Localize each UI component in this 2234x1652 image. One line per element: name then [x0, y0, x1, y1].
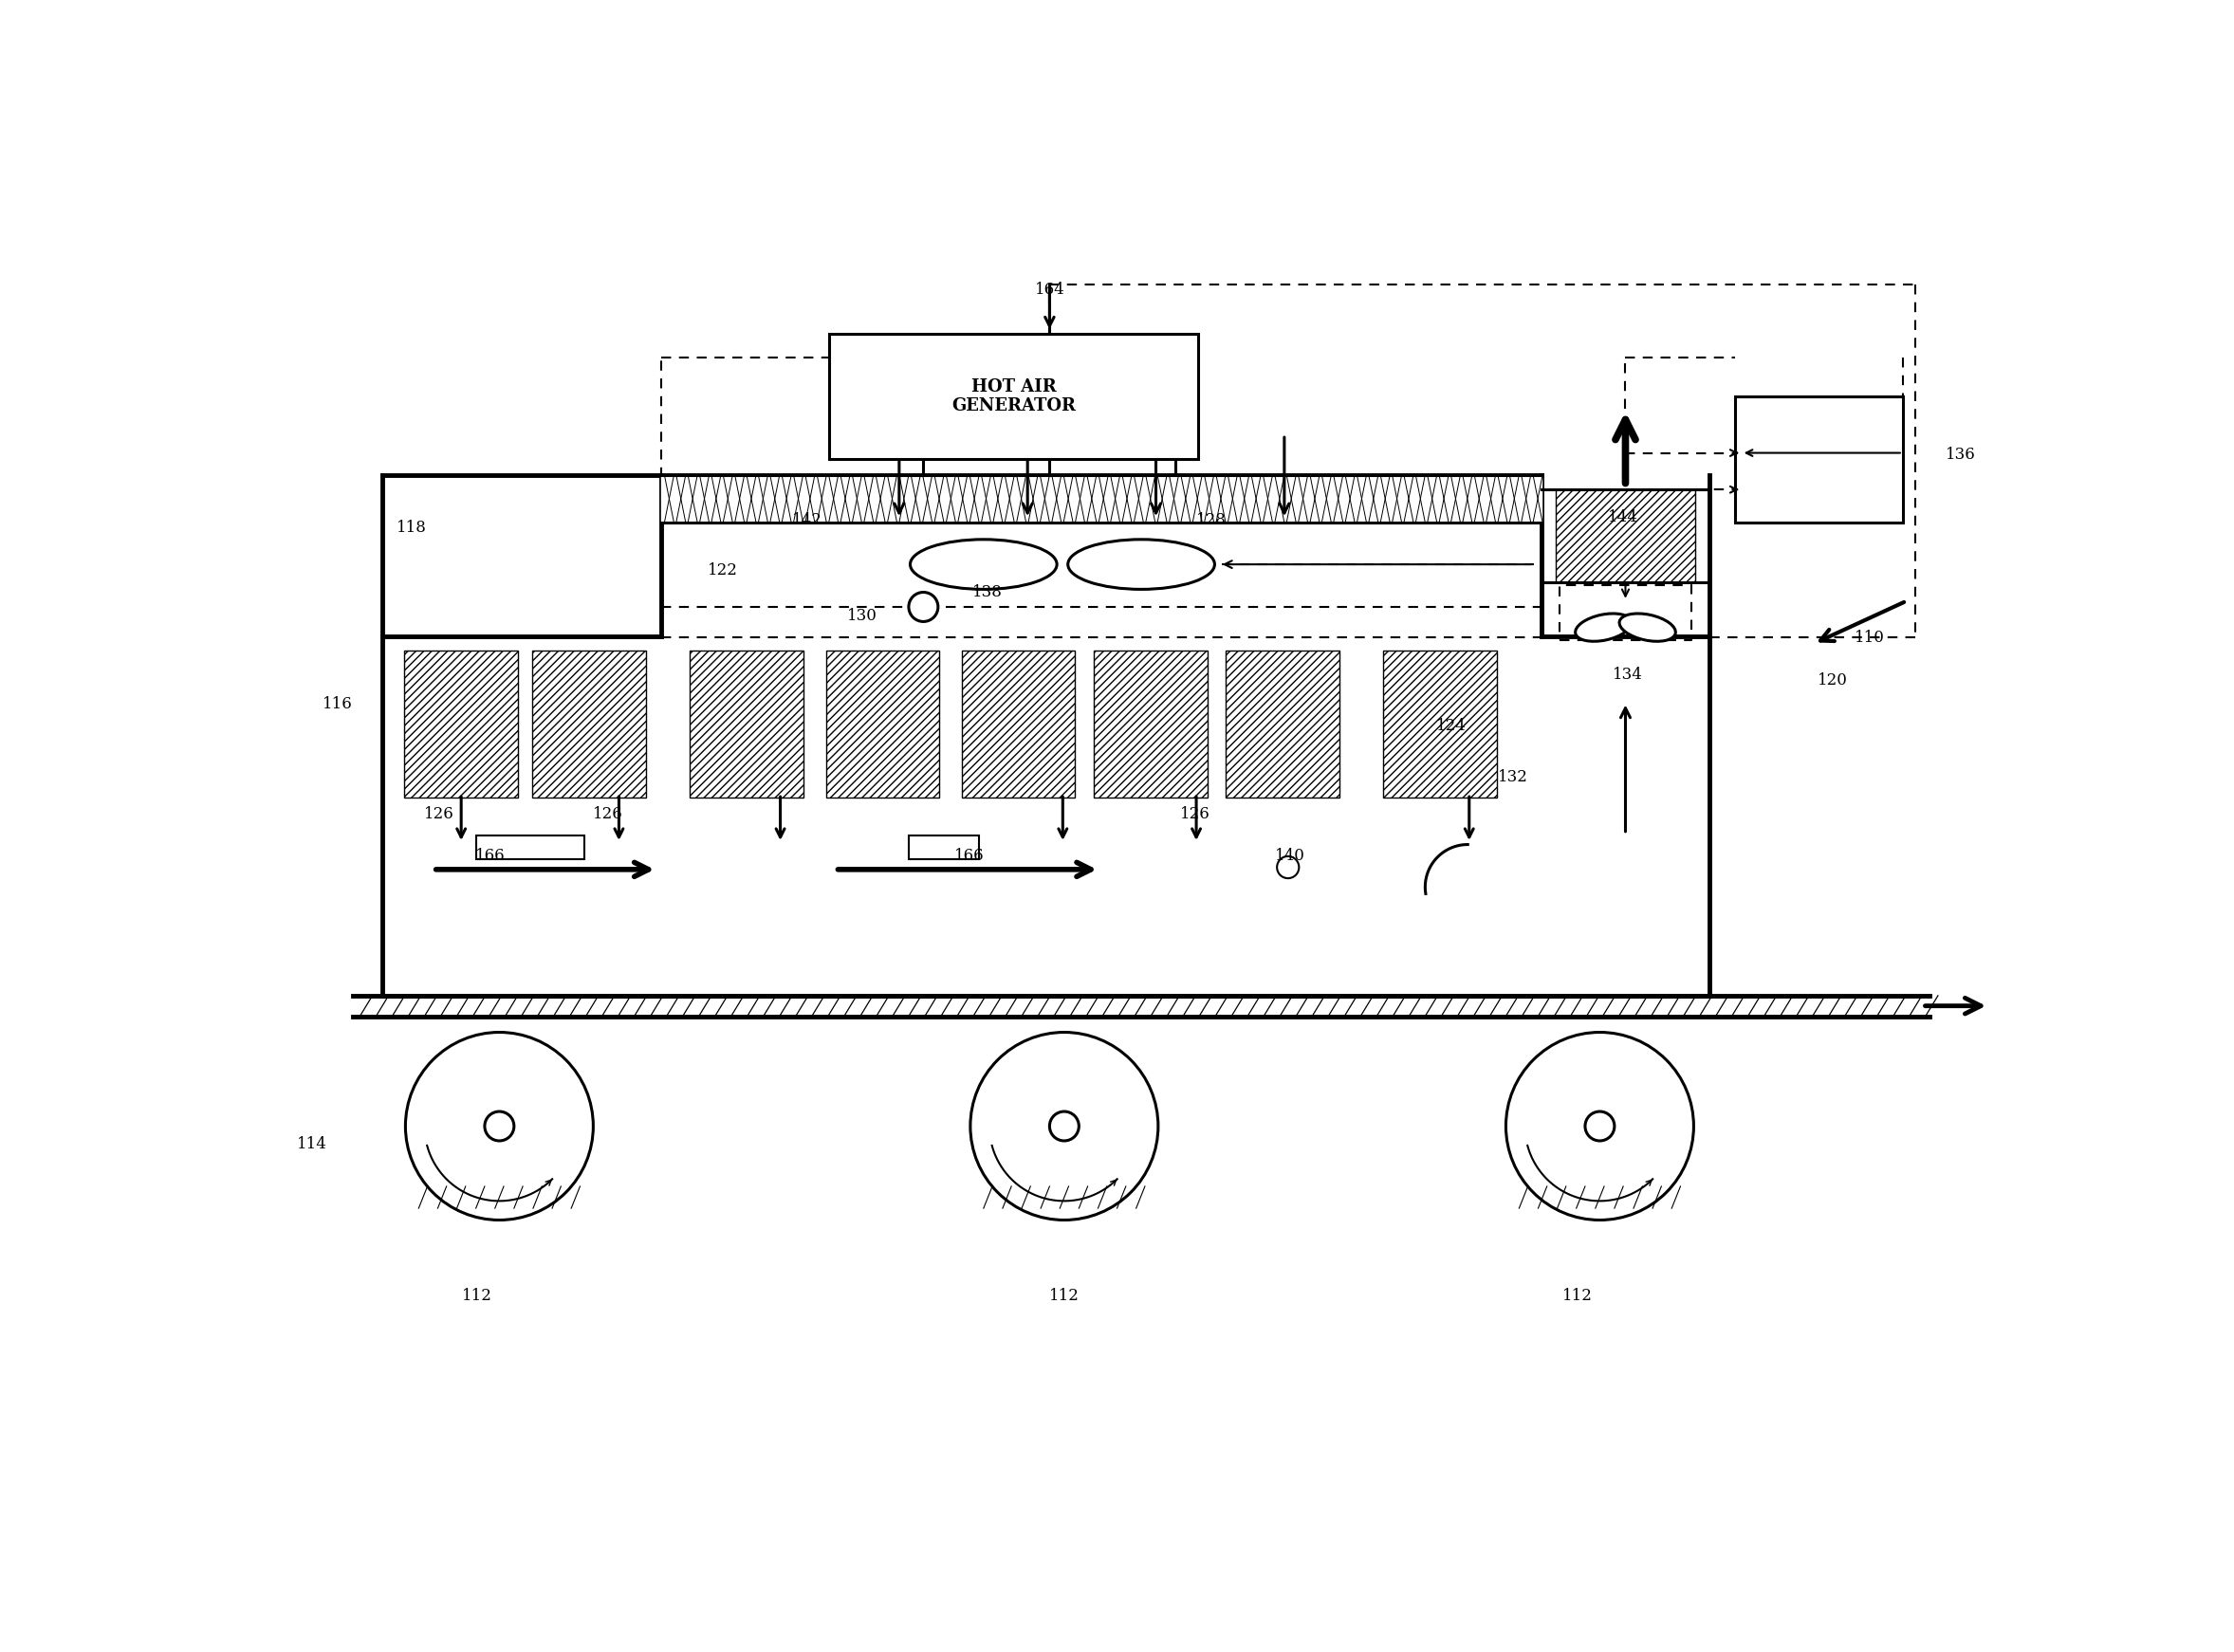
Text: 132: 132: [1499, 768, 1528, 785]
Bar: [827, 651, 941, 798]
Ellipse shape: [909, 540, 1057, 590]
Text: 128: 128: [1195, 512, 1226, 529]
Bar: [909, 836, 978, 859]
Circle shape: [909, 591, 938, 621]
Text: 112: 112: [1562, 1289, 1593, 1305]
Circle shape: [1506, 1032, 1693, 1221]
Text: 116: 116: [324, 695, 353, 712]
Text: 124: 124: [1436, 717, 1468, 733]
Text: 144: 144: [1608, 509, 1638, 525]
Circle shape: [404, 1032, 594, 1221]
Text: 122: 122: [708, 562, 737, 578]
Text: 126: 126: [424, 806, 454, 821]
Text: 112: 112: [1050, 1289, 1079, 1305]
Bar: [1095, 651, 1206, 798]
Text: 126: 126: [592, 806, 623, 821]
Text: 166: 166: [954, 847, 983, 864]
Text: 120: 120: [1818, 672, 1848, 689]
Text: 140: 140: [1276, 847, 1305, 864]
Bar: [476, 836, 585, 859]
Text: 118: 118: [395, 520, 427, 535]
Text: 126: 126: [1180, 806, 1211, 821]
Circle shape: [1278, 856, 1298, 879]
Bar: [1555, 489, 1696, 583]
Bar: [1736, 396, 1903, 522]
Bar: [1383, 651, 1497, 798]
Circle shape: [485, 1112, 514, 1142]
Ellipse shape: [1068, 540, 1215, 590]
Text: 112: 112: [462, 1289, 491, 1305]
Text: 136: 136: [1946, 446, 1975, 463]
Text: 130: 130: [847, 608, 878, 624]
Bar: [1226, 651, 1340, 798]
Circle shape: [1586, 1112, 1615, 1142]
Bar: [829, 334, 1197, 459]
Text: 142: 142: [793, 512, 822, 529]
Text: 114: 114: [297, 1135, 328, 1151]
Bar: [404, 651, 518, 798]
Text: 166: 166: [476, 847, 505, 864]
Circle shape: [1050, 1112, 1079, 1142]
Circle shape: [970, 1032, 1157, 1221]
Text: 110: 110: [1854, 629, 1885, 646]
Text: 138: 138: [972, 585, 1003, 600]
Bar: [532, 651, 646, 798]
Text: 134: 134: [1613, 666, 1642, 682]
Text: HOT AIR
GENERATOR: HOT AIR GENERATOR: [952, 378, 1077, 415]
Bar: [690, 651, 804, 798]
Text: 164: 164: [1034, 282, 1066, 297]
Ellipse shape: [1620, 613, 1676, 641]
Ellipse shape: [1575, 613, 1631, 641]
Bar: [961, 651, 1075, 798]
